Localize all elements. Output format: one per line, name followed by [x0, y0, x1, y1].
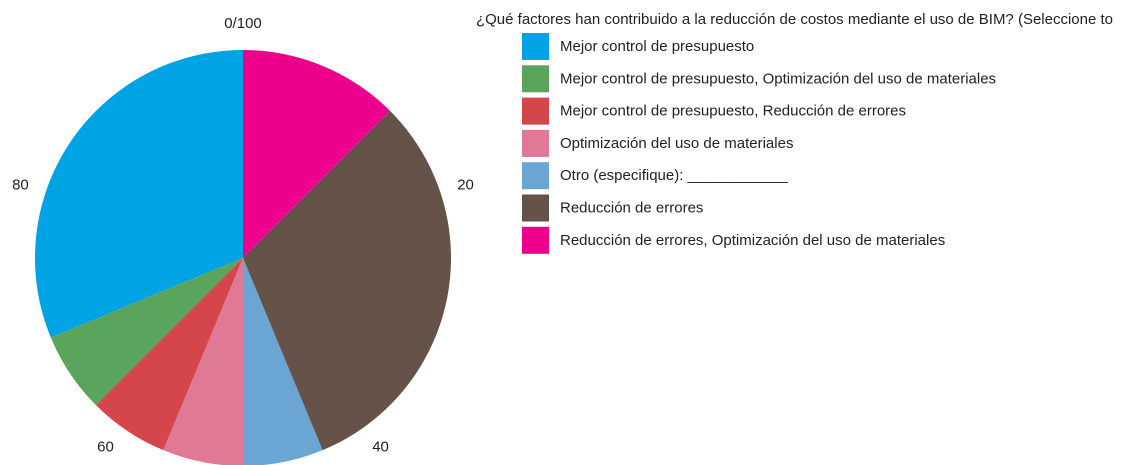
pie-slice	[95, 258, 244, 451]
legend-swatch	[522, 33, 549, 60]
tick-label: 0/100	[224, 15, 262, 32]
tick-label: 40	[372, 438, 389, 455]
legend-swatch	[522, 65, 549, 93]
tick-label: 80	[12, 177, 29, 194]
pie-slice	[163, 258, 243, 465]
legend-label: Mejor control de presupuesto	[560, 38, 754, 55]
legend-swatch	[522, 194, 549, 222]
legend-label: Reducción de errores	[560, 199, 703, 216]
tick-label: 20	[457, 177, 474, 194]
legend-swatch	[522, 226, 549, 254]
legend-label: Optimización del uso de materiales	[560, 135, 793, 152]
pie-slice	[243, 258, 323, 465]
pie-slice	[50, 258, 244, 406]
legend-label: Mejor control de presupuesto, Optimizaci…	[560, 70, 996, 87]
legend-swatch	[522, 97, 549, 125]
legend-label: Mejor control de presupuesto, Reducción …	[560, 103, 906, 120]
pie-slice	[34, 50, 243, 338]
legend-swatch	[522, 129, 549, 157]
legend-label: Reducción de errores, Optimización del u…	[560, 232, 945, 249]
chart-title: ¿Qué factores han contribuido a la reduc…	[476, 11, 1113, 28]
pie-slice	[243, 50, 391, 258]
pie-slice	[243, 110, 451, 451]
legend-swatch	[522, 162, 549, 190]
tick-label: 60	[97, 438, 114, 455]
legend-label: Otro (especifique): ____________	[560, 167, 788, 184]
